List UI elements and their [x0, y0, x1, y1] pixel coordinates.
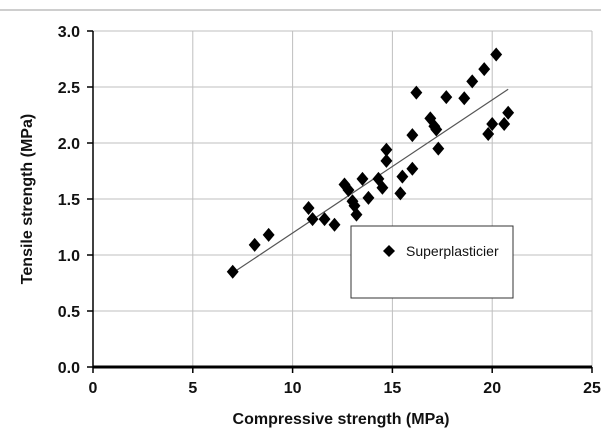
data-point	[478, 62, 491, 77]
data-point	[432, 141, 445, 156]
data-point	[482, 127, 495, 142]
data-point	[396, 169, 409, 184]
y-tick-label: 2.5	[58, 80, 80, 97]
x-tick-label: 5	[188, 380, 197, 397]
data-point	[502, 105, 515, 120]
x-tick-label: 25	[583, 380, 601, 397]
x-tick-label: 20	[483, 380, 501, 397]
x-axis-title: Compressive strength (MPa)	[233, 411, 450, 428]
data-point	[380, 142, 393, 157]
data-point	[406, 128, 419, 143]
data-point	[356, 171, 369, 186]
data-point	[248, 237, 261, 252]
y-tick-label: 0.5	[58, 304, 80, 321]
data-point	[302, 200, 315, 215]
legend-label: Superplasticier	[406, 243, 499, 259]
data-point	[318, 212, 331, 227]
data-point	[306, 212, 319, 227]
data-point	[406, 161, 419, 176]
axes	[87, 30, 593, 373]
x-tick-label: 10	[284, 380, 302, 397]
data-point	[490, 47, 503, 62]
legend: Superplasticier	[350, 225, 514, 299]
y-axis-title: Tensile strength (MPa)	[19, 114, 36, 284]
trendline	[232, 88, 509, 274]
data-point	[410, 85, 423, 100]
y-tick-label: 2.0	[58, 136, 80, 153]
y-tick-label: 1.0	[58, 248, 80, 265]
data-points	[226, 47, 515, 279]
x-tick-label: 15	[384, 380, 402, 397]
data-point	[362, 190, 375, 205]
data-point	[328, 217, 341, 232]
legend-marker-icon	[383, 245, 395, 257]
data-point	[380, 153, 393, 168]
y-tick-label: 3.0	[58, 24, 80, 41]
data-point	[350, 207, 363, 222]
data-point	[394, 186, 407, 201]
trendline-group	[232, 88, 509, 274]
data-point	[226, 264, 239, 279]
data-point	[342, 183, 355, 198]
x-tick-labels: 0 5 10 15 20 25	[89, 380, 601, 397]
data-point	[458, 91, 471, 106]
data-point	[466, 74, 479, 89]
y-tick-label: 0.0	[58, 360, 80, 377]
data-point	[440, 90, 453, 105]
y-tick-labels: 0.0 0.5 1.0 1.5 2.0 2.5 3.0	[58, 24, 80, 377]
data-point	[430, 122, 443, 137]
data-point	[376, 180, 389, 195]
x-tick-label: 0	[89, 380, 98, 397]
y-tick-label: 1.5	[58, 192, 80, 209]
data-point	[486, 116, 499, 131]
data-point	[498, 116, 511, 131]
data-point	[262, 227, 275, 242]
legend-box	[350, 225, 514, 299]
